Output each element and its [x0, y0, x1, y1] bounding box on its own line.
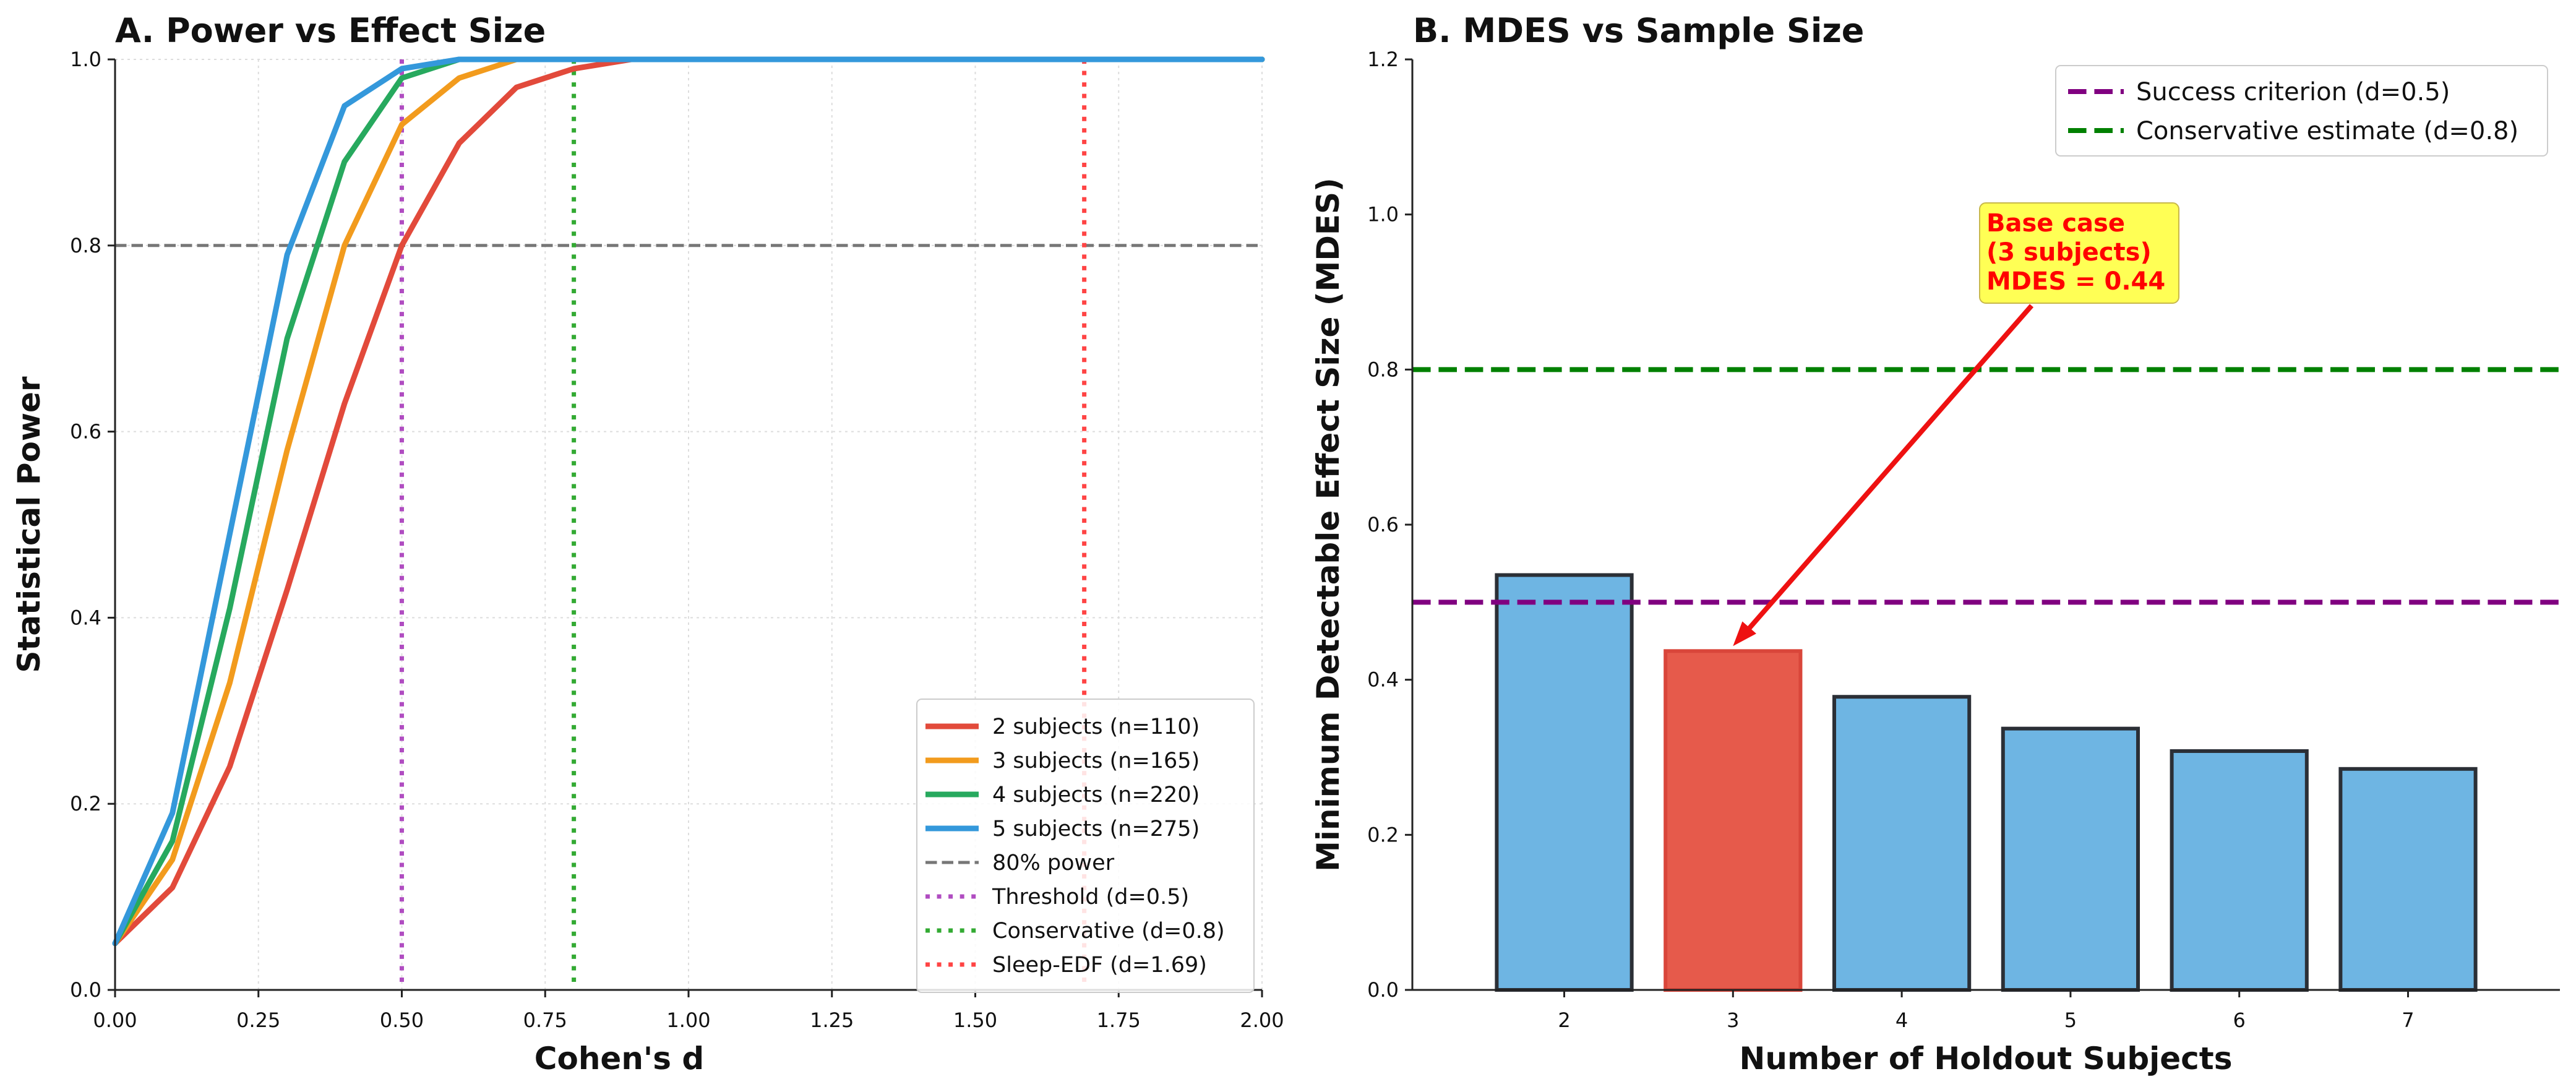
y-tick-label: 0.8	[1367, 358, 1399, 381]
y-tick-label: 0.2	[1367, 823, 1399, 846]
legend-label: Threshold (d=0.5)	[992, 885, 1189, 909]
annotation-arrow	[1745, 304, 2034, 633]
y-tick-label: 0.4	[70, 606, 101, 629]
x-tick-label: 1.25	[810, 1008, 854, 1032]
y-tick-label: 0.2	[70, 792, 101, 815]
y-tick-label: 1.0	[70, 48, 101, 71]
panel-b-mdes-chart: 2 3 4 5 6 7 0.0 0.2 0.4 0.6 0.8 1.0 1.2 B. MDES vs S…	[1310, 11, 2560, 1077]
panel-b-ticks: 2 3 4 5 6 7 0.0 0.2 0.4 0.6 0.8 1.0 1.2	[1367, 48, 2415, 1032]
x-tick-label: 0.00	[93, 1008, 137, 1032]
panel-a-ticks: 0.00 0.25 0.50 0.75 1.00 1.25 1.50 1.75 2.00 0.0 0…	[70, 48, 1284, 1032]
x-tick-label: 4	[1896, 1008, 1908, 1032]
legend-label: Conservative estimate (d=0.8)	[2136, 117, 2518, 145]
legend-label: 2 subjects (n=110)	[992, 715, 1200, 739]
legend-label: 5 subjects (n=275)	[992, 817, 1200, 841]
annotation-text: MDES = 0.44	[1986, 267, 2165, 296]
y-tick-label: 0.6	[70, 420, 101, 444]
legend-label: 80% power	[992, 851, 1115, 875]
legend-box	[2055, 65, 2548, 157]
x-tick-label: 1.00	[666, 1008, 710, 1032]
panel-a-power-chart: 0.00 0.25 0.50 0.75 1.00 1.25 1.50 1.75 2.00 0.0 0…	[11, 11, 1284, 1077]
series-line	[112, 56, 1265, 947]
annotation-arrowhead	[1733, 621, 1756, 647]
panel-a-series	[112, 56, 1265, 947]
panel-a-y-axis-label: Statistical Power	[11, 376, 47, 673]
panel-b-bars	[1495, 573, 2478, 992]
x-tick-label: 5	[2064, 1008, 2077, 1032]
panel-a-legend: 2 subjects (n=110) 3 subjects (n=165) 4 su…	[916, 699, 1255, 993]
y-tick-label: 1.0	[1367, 203, 1399, 226]
legend-label: Sleep-EDF (d=1.69)	[992, 953, 1207, 978]
panel-b-legend: Success criterion (d=0.5) Conservative es…	[2055, 65, 2548, 157]
bar	[1664, 649, 1803, 992]
x-tick-label: 1.75	[1097, 1008, 1141, 1032]
legend-box	[916, 699, 1255, 993]
panel-b-annotation: Base case(3 subjects)MDES = 0.44	[1733, 202, 2179, 647]
panel-a-title: A. Power vs Effect Size	[115, 11, 546, 50]
bar	[2338, 767, 2478, 992]
x-tick-label: 0.75	[523, 1008, 567, 1032]
y-tick-label: 0.6	[1367, 513, 1399, 536]
x-tick-label: 1.50	[953, 1008, 997, 1032]
x-tick-label: 0.25	[236, 1008, 280, 1032]
y-tick-label: 0.8	[70, 234, 101, 257]
x-tick-label: 3	[1727, 1008, 1739, 1032]
y-tick-label: 1.2	[1367, 48, 1399, 71]
x-tick-label: 2.00	[1240, 1008, 1284, 1032]
bar	[1495, 573, 1634, 992]
panel-a-grid	[114, 59, 1263, 991]
panel-b-title: B. MDES vs Sample Size	[1413, 11, 1864, 50]
y-tick-label: 0.0	[1367, 978, 1399, 1002]
legend-label: 4 subjects (n=220)	[992, 783, 1200, 807]
legend-label: Conservative (d=0.8)	[992, 919, 1225, 944]
legend-label: Success criterion (d=0.5)	[2136, 78, 2450, 106]
x-tick-label: 7	[2402, 1008, 2414, 1032]
x-tick-label: 6	[2233, 1008, 2246, 1032]
annotation-text: (3 subjects)	[1986, 238, 2152, 267]
x-tick-label: 2	[1558, 1008, 1570, 1032]
panel-b-reference-lines	[1412, 367, 2560, 605]
legend-label: 3 subjects (n=165)	[992, 749, 1200, 773]
bar	[1832, 695, 1972, 992]
panel-b-x-axis-label: Number of Holdout Subjects	[1740, 1041, 2233, 1077]
x-tick-label: 0.50	[380, 1008, 424, 1032]
y-tick-label: 0.0	[70, 978, 101, 1002]
annotation-box	[1979, 202, 2179, 304]
bar	[2001, 726, 2140, 992]
panel-b-y-axis-label: Minimum Detectable Effect Size (MDES)	[1310, 178, 1346, 872]
panel-a-reference-lines	[115, 59, 1262, 990]
annotation-text: Base case	[1986, 209, 2125, 238]
y-tick-label: 0.4	[1367, 668, 1399, 692]
bar	[2170, 749, 2309, 992]
panel-a-x-axis-label: Cohen's d	[535, 1041, 704, 1077]
